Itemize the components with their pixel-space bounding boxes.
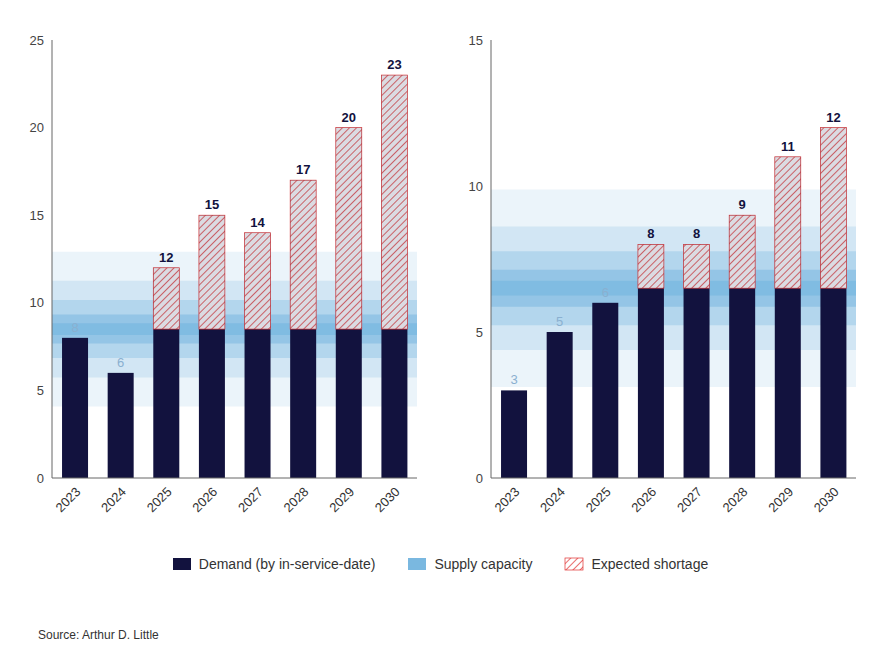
svg-text:0: 0 (37, 471, 44, 486)
svg-text:3: 3 (510, 372, 517, 387)
html-text:Expected shortage: Expected shortage (591, 556, 709, 572)
svg-text:25: 25 (30, 33, 44, 48)
svg-text:10: 10 (30, 295, 44, 310)
html-text:Supply capacity: Supply capacity (434, 556, 533, 572)
html-text:Demand (by in-service-date): Demand (by in-service-date) (198, 556, 376, 572)
svg-text:2028: 2028 (720, 484, 751, 515)
svg-text:2024: 2024 (537, 484, 568, 515)
svg-text:15: 15 (30, 208, 44, 223)
svg-text:8: 8 (71, 320, 78, 335)
svg-text:11: 11 (781, 139, 795, 154)
svg-text:23: 23 (387, 57, 401, 72)
svg-text:2029: 2029 (326, 484, 357, 515)
svg-text:20: 20 (30, 120, 44, 135)
svg-text:10: 10 (469, 179, 483, 194)
svg-text:2023: 2023 (52, 484, 83, 515)
svg-text:2027: 2027 (674, 484, 705, 515)
svg-text:15: 15 (205, 197, 219, 212)
svg-text:14: 14 (250, 215, 265, 230)
svg-text:12: 12 (159, 250, 173, 265)
svg-text:8: 8 (693, 226, 700, 241)
svg-text:2023: 2023 (491, 484, 522, 515)
svg-text:12: 12 (826, 110, 840, 125)
svg-text:5: 5 (37, 383, 44, 398)
svg-text:2029: 2029 (765, 484, 796, 515)
svg-text:2030: 2030 (372, 484, 403, 515)
svg-text:6: 6 (117, 355, 124, 370)
svg-text:17: 17 (296, 162, 310, 177)
svg-text:0: 0 (476, 471, 483, 486)
svg-text:2026: 2026 (189, 484, 220, 515)
svg-text:2025: 2025 (144, 484, 175, 515)
svg-text:15: 15 (469, 33, 483, 48)
svg-text:2025: 2025 (583, 484, 614, 515)
svg-text:2026: 2026 (628, 484, 659, 515)
svg-text:2028: 2028 (281, 484, 312, 515)
svg-text:2024: 2024 (98, 484, 129, 515)
html-text:Source: Arthur D. Little: Source: Arthur D. Little (38, 628, 159, 642)
svg-text:8: 8 (647, 226, 654, 241)
svg-text:20: 20 (342, 110, 356, 125)
svg-text:2027: 2027 (235, 484, 266, 515)
svg-text:6: 6 (602, 285, 609, 300)
svg-text:5: 5 (556, 314, 563, 329)
svg-text:2030: 2030 (811, 484, 842, 515)
svg-text:9: 9 (739, 197, 746, 212)
svg-text:5: 5 (476, 325, 483, 340)
